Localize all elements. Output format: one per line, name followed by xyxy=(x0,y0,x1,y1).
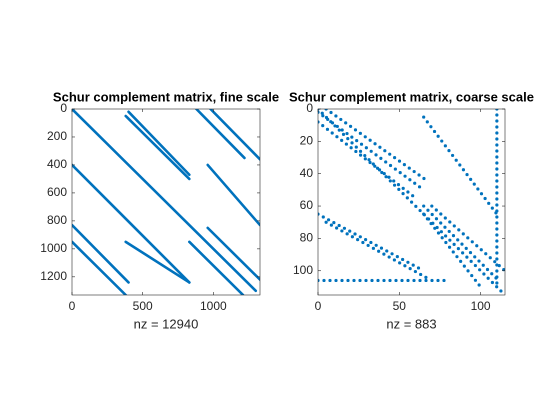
x-axis-label: nz = 12940 xyxy=(134,316,199,331)
y-tick-label: 1200 xyxy=(40,269,67,283)
y-tick-label: 400 xyxy=(47,157,67,171)
nonzero-pattern xyxy=(72,240,128,295)
nonzero-pattern xyxy=(206,163,260,227)
nonzero-pattern xyxy=(422,204,499,281)
plot-area xyxy=(318,109,505,295)
x-tick-label: 50 xyxy=(393,299,407,313)
nonzero-pattern xyxy=(430,204,505,273)
nonzero-pattern xyxy=(422,115,499,216)
x-tick-label: 0 xyxy=(69,299,76,313)
chart-title: Schur complement matrix, coarse scale xyxy=(289,89,534,104)
nonzero-pattern xyxy=(318,110,426,192)
y-tick-label: 40 xyxy=(300,166,314,180)
nonzero-pattern xyxy=(209,109,260,161)
y-tick-label: 100 xyxy=(293,263,313,277)
plot-area xyxy=(72,109,260,295)
x-tick-label: 100 xyxy=(471,299,491,313)
y-tick-label: 20 xyxy=(300,134,314,148)
nonzero-pattern xyxy=(324,220,431,281)
y-tick-label: 0 xyxy=(306,101,313,115)
nonzero-pattern xyxy=(72,109,258,293)
y-tick-label: 60 xyxy=(300,198,314,212)
x-tick-label: 0 xyxy=(315,299,322,313)
axes-box xyxy=(317,108,506,296)
y-tick-label: 800 xyxy=(47,213,67,227)
nonzero-pattern xyxy=(195,109,246,160)
nonzero-pattern xyxy=(318,212,426,273)
y-tick-label: 80 xyxy=(300,231,314,245)
y-tick-label: 1000 xyxy=(40,241,67,255)
y-tick-label: 0 xyxy=(60,101,67,115)
y-tick-label: 200 xyxy=(47,129,67,143)
nonzero-pattern xyxy=(124,114,191,181)
chart-title: Schur complement matrix, fine scale xyxy=(53,89,279,104)
axes-box xyxy=(71,108,261,296)
nonzero-pattern xyxy=(206,226,260,281)
x-tick-label: 500 xyxy=(133,299,153,313)
x-axis-label: nz = 883 xyxy=(386,316,436,331)
nonzero-pattern xyxy=(127,110,191,177)
nonzero-pattern xyxy=(324,109,431,184)
nonzero-pattern xyxy=(72,223,130,284)
y-tick-label: 600 xyxy=(47,185,67,199)
nonzero-pattern xyxy=(188,240,245,295)
x-tick-label: 1000 xyxy=(200,299,227,313)
nonzero-pattern xyxy=(422,212,483,289)
nonzero-pattern xyxy=(318,120,418,200)
nonzero-pattern xyxy=(124,240,191,284)
nonzero-pattern xyxy=(318,109,505,295)
nonzero-pattern xyxy=(72,163,191,284)
